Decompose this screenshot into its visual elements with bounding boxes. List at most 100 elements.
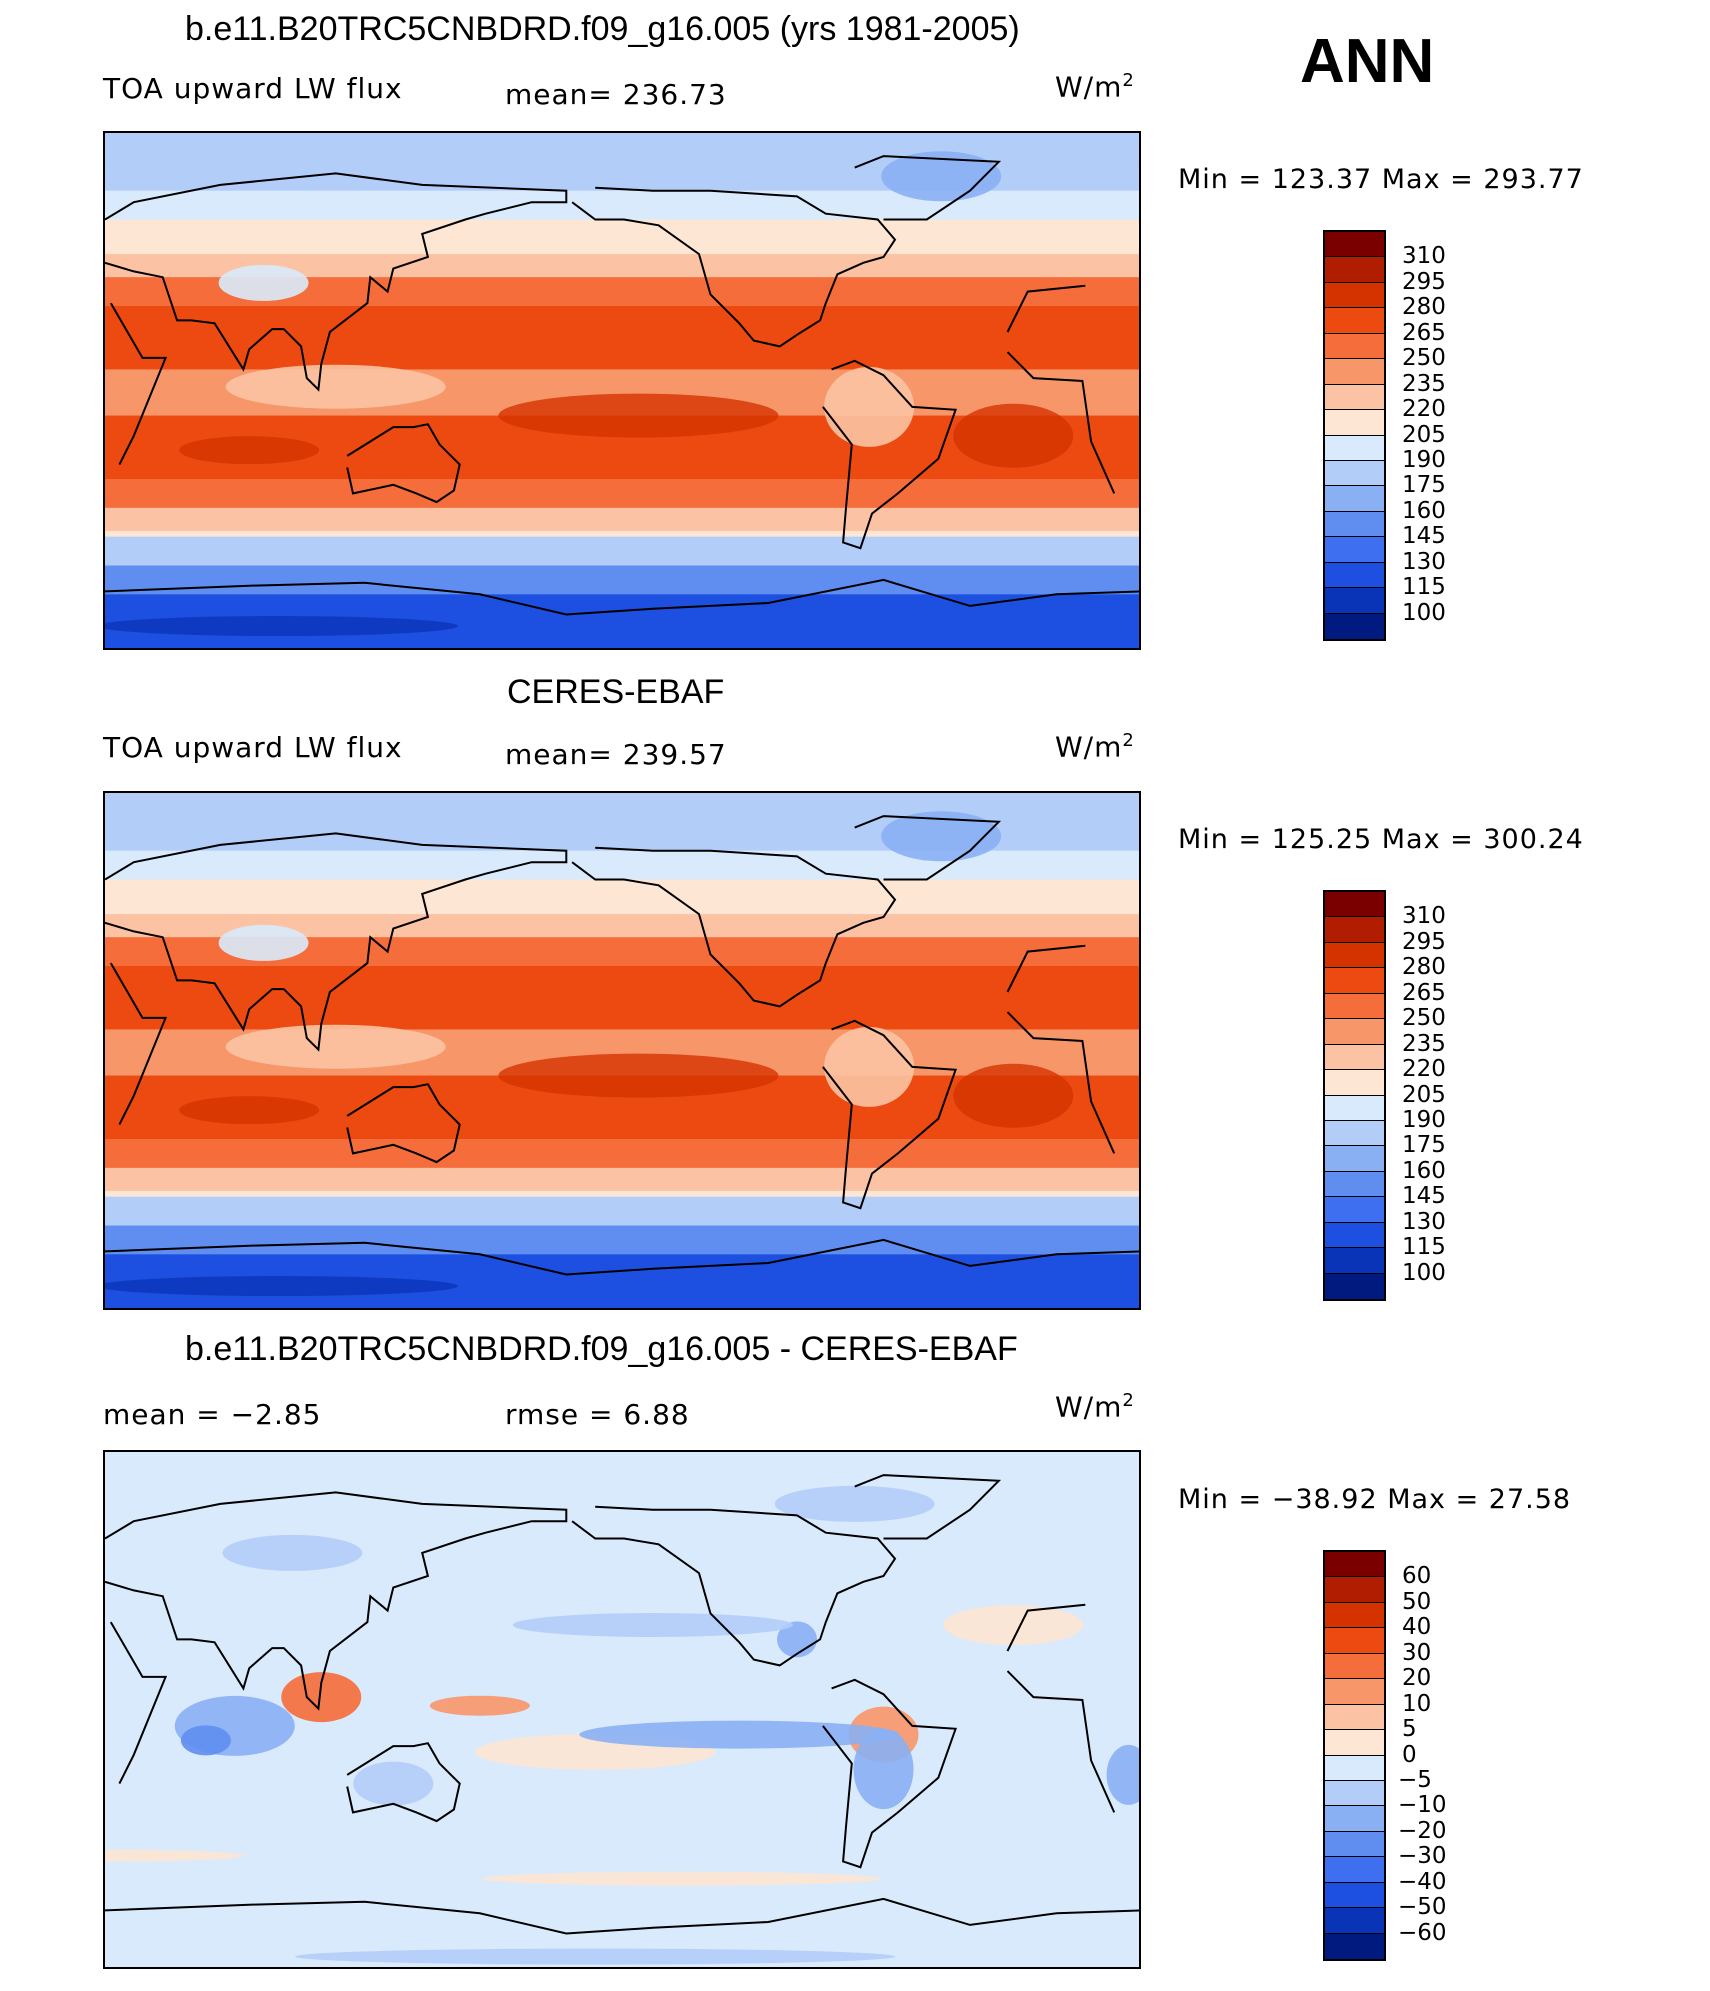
coastline (105, 832, 568, 1052)
colorbar-tick-label: 10 (1402, 1690, 1432, 1717)
colorbar-tick-label: −20 (1398, 1817, 1447, 1844)
coastline (854, 815, 1002, 881)
colorbar-segment (1325, 1222, 1384, 1249)
colorbar-tick-label: 175 (1402, 472, 1446, 499)
coastline (105, 1491, 568, 1711)
variable-label: TOA upward LW flux (103, 72, 403, 105)
colorbar-tick-label: 235 (1402, 370, 1446, 397)
coastline (822, 1678, 957, 1869)
colorbar-segment (1325, 1044, 1384, 1071)
colorbar-tick-label: 280 (1402, 954, 1446, 981)
colorbar-tick-label: 40 (1402, 1614, 1432, 1641)
colorbar-tick-label: 20 (1402, 1665, 1432, 1692)
colorbar-tick-label: 100 (1402, 599, 1446, 626)
colorbar-segment (1325, 410, 1384, 436)
colorbar-segment (1325, 308, 1384, 334)
coastline (822, 359, 957, 550)
coastline (346, 1742, 461, 1823)
colorbar-tick-label: 160 (1402, 497, 1446, 524)
colorbar-tick-label: 160 (1402, 1157, 1446, 1184)
colorbar-tick-label: 145 (1402, 1183, 1446, 1210)
coastline (105, 578, 1139, 616)
colorbar-tick-label: −10 (1398, 1792, 1447, 1819)
colorbar-tick-label: −60 (1398, 1919, 1447, 1946)
units-base: W/m (1055, 70, 1123, 104)
colorbar-tick-label: 60 (1402, 1563, 1432, 1590)
colorbar-segment (1325, 511, 1384, 538)
colorbar-tick-label: 175 (1402, 1132, 1446, 1159)
colorbar-segment (1325, 359, 1384, 385)
colorbar-tick-label: 280 (1402, 294, 1446, 321)
coastline (109, 302, 168, 466)
min-max-label: Min = 123.37 Max = 293.77 (1178, 164, 1584, 195)
colorbar-tick-label: −5 (1398, 1766, 1432, 1793)
units-label: W/m2 (1055, 1390, 1135, 1423)
panel-title: CERES-EBAF (507, 673, 725, 711)
map-plot (105, 133, 1139, 648)
colorbar-obs (1323, 890, 1386, 1301)
colorbar-tick-label: 250 (1402, 1005, 1446, 1032)
units-base: W/m (1055, 1390, 1123, 1424)
colorbar-segment (1325, 486, 1384, 512)
coastline (854, 1474, 1002, 1540)
map-plot (105, 793, 1139, 1308)
colorbar-segment (1325, 968, 1384, 994)
colorbar-segment (1325, 1197, 1384, 1223)
colorbar-segment (1325, 232, 1384, 258)
colorbar-tick-label: 220 (1402, 396, 1446, 423)
colorbar-tick-label: 130 (1402, 548, 1446, 575)
colorbar-segment (1325, 892, 1384, 918)
colorbar-tick-label: 115 (1402, 574, 1446, 601)
colorbar-segment (1325, 1806, 1384, 1832)
colorbar-segment (1325, 1882, 1384, 1909)
colorbar-segment (1325, 1704, 1384, 1731)
colorbar-tick-label: 5 (1402, 1716, 1417, 1743)
coastline (571, 1505, 897, 1667)
coastline (346, 423, 461, 504)
colorbar-tick-label: 145 (1402, 523, 1446, 550)
colorbar-tick-label: 265 (1402, 979, 1446, 1006)
coastline (109, 962, 168, 1126)
colorbar-diff (1323, 1550, 1386, 1961)
colorbar-tick-label: 310 (1402, 903, 1446, 930)
map-diff (103, 1450, 1141, 1969)
panel-title: b.e11.B20TRC5CNBDRD.f09_g16.005 (yrs 198… (185, 10, 1020, 48)
coastline (571, 846, 897, 1008)
colorbar-tick-label: 0 (1402, 1741, 1417, 1768)
coastline (1006, 1011, 1116, 1154)
map-plot (105, 1452, 1139, 1967)
colorbar-segment (1325, 993, 1384, 1020)
min-max-label: Min = 125.25 Max = 300.24 (1178, 824, 1584, 855)
colorbar-segment (1325, 1120, 1384, 1147)
colorbar-segment (1325, 282, 1384, 309)
coastline (109, 1621, 168, 1785)
colorbar-tick-label: −30 (1398, 1843, 1447, 1870)
colorbar-tick-label: 235 (1402, 1030, 1446, 1057)
colorbar-tick-label: 205 (1402, 421, 1446, 448)
colorbar-segment (1325, 537, 1384, 563)
map-model (103, 131, 1141, 650)
min-max-label: Min = −38.92 Max = 27.58 (1178, 1484, 1572, 1515)
colorbar-segment (1325, 1146, 1384, 1172)
panel-title: b.e11.B20TRC5CNBDRD.f09_g16.005 - CERES-… (185, 1330, 1018, 1368)
colorbar-segment (1325, 1831, 1384, 1858)
units-exponent: 2 (1122, 70, 1135, 91)
coastline (105, 172, 568, 392)
colorbar-segment (1325, 1273, 1384, 1299)
colorbar-segment (1325, 1602, 1384, 1629)
units-exponent: 2 (1122, 1390, 1135, 1411)
coastline (1006, 351, 1116, 494)
colorbar-segment (1325, 942, 1384, 969)
colorbar-segment (1325, 1857, 1384, 1883)
variable-label: TOA upward LW flux (103, 731, 403, 764)
colorbar-segment (1325, 1552, 1384, 1578)
coastline (1006, 1603, 1086, 1652)
colorbar-tick-label: 190 (1402, 446, 1446, 473)
mean-label: mean = −2.85 (103, 1398, 322, 1431)
mean-label: mean= 239.57 (505, 738, 727, 771)
colorbar-tick-label: 310 (1402, 243, 1446, 270)
colorbar-segment (1325, 1730, 1384, 1756)
colorbar-segment (1325, 1679, 1384, 1705)
units-base: W/m (1055, 730, 1123, 764)
season-label: ANN (1300, 27, 1435, 96)
